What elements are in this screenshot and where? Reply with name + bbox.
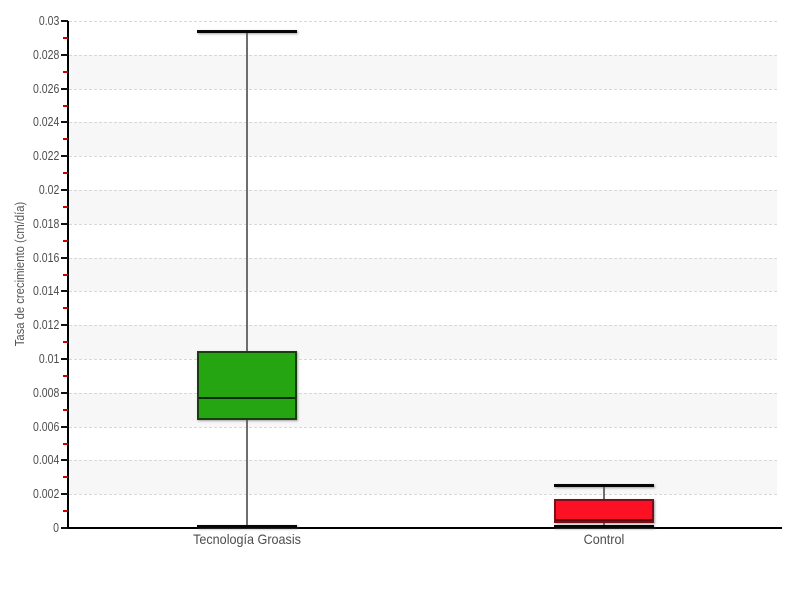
box [553, 499, 654, 523]
y-tick-label: 0.02 [38, 183, 59, 197]
plot-band [69, 190, 777, 224]
y-major-tick [61, 391, 68, 394]
y-minor-tick [63, 36, 68, 39]
y-minor-tick [63, 138, 68, 141]
y-tick-label: 0.03 [38, 14, 59, 28]
y-major-tick [61, 20, 68, 22]
y-tick-label: 0.006 [32, 419, 59, 434]
y-major-tick [61, 527, 68, 529]
y-major-tick [61, 222, 68, 225]
box [196, 350, 297, 420]
y-tick-label: 0.014 [32, 284, 59, 299]
y-major-tick [61, 87, 68, 90]
gridline [69, 224, 777, 225]
gridline [69, 460, 777, 461]
y-tick-label: 0.01 [38, 352, 59, 366]
x-axis-line [67, 527, 782, 529]
gridline [69, 427, 777, 428]
y-tick-label: 0.002 [32, 487, 59, 502]
y-major-tick [61, 256, 68, 259]
gridline [69, 55, 777, 56]
y-tick-label: 0.024 [32, 115, 59, 130]
y-major-tick [61, 459, 68, 462]
y-minor-tick [63, 172, 68, 175]
y-major-tick [61, 324, 68, 327]
y-tick-label: 0.004 [32, 453, 59, 468]
gridline [69, 359, 777, 360]
median-line [198, 396, 295, 399]
y-minor-tick [63, 341, 68, 344]
y-major-tick [61, 155, 68, 158]
plot-band [69, 122, 777, 157]
gridline [69, 89, 777, 90]
y-major-tick [61, 425, 68, 428]
y-minor-tick [63, 374, 68, 377]
whisker-cap-low [553, 524, 654, 528]
median-line [555, 518, 652, 521]
plot-band [69, 392, 777, 427]
y-minor-tick [63, 70, 68, 73]
gridline [69, 190, 777, 191]
gridline [69, 291, 777, 292]
y-minor-tick [63, 510, 68, 513]
y-tick-label: 0 [53, 521, 59, 535]
plot-band [69, 257, 777, 292]
y-axis-line [67, 21, 69, 528]
plot-band [69, 54, 777, 89]
y-minor-tick [63, 476, 68, 479]
whisker-cap-low [196, 524, 297, 528]
y-tick-label: 0.008 [32, 385, 59, 400]
y-tick-label: 0.028 [32, 47, 59, 62]
gridline [69, 325, 777, 326]
y-minor-tick [63, 307, 68, 310]
gridline [69, 156, 777, 157]
y-minor-tick [63, 442, 68, 445]
plot-band [69, 325, 777, 359]
y-axis-title: Tasa de crecimiento (cm/día) [13, 201, 27, 347]
y-major-tick [61, 53, 68, 56]
y-major-tick [61, 358, 68, 360]
y-tick-label: 0.016 [32, 250, 59, 265]
y-major-tick [61, 121, 68, 124]
gridline [69, 494, 777, 495]
whisker-line [245, 31, 248, 527]
y-tick-label: 0.012 [32, 318, 59, 333]
y-major-tick [61, 290, 68, 293]
y-minor-tick [63, 104, 68, 107]
gridline [69, 122, 777, 123]
y-minor-tick [63, 273, 68, 276]
gridline [69, 258, 777, 259]
gridline [69, 21, 777, 22]
plot-band [69, 460, 777, 495]
y-tick-label: 0.026 [32, 81, 59, 96]
y-tick-label: 0.018 [32, 216, 59, 231]
gridline [69, 393, 777, 394]
y-minor-tick [63, 239, 68, 242]
y-tick-label: 0.022 [32, 149, 59, 164]
y-minor-tick [63, 205, 68, 208]
y-major-tick [61, 493, 68, 496]
x-tick-label: Tecnología Groasis [192, 531, 301, 547]
whisker-cap-high [196, 29, 297, 33]
whisker-cap-high [553, 484, 654, 488]
y-major-tick [61, 189, 68, 191]
x-tick-label: Control [583, 531, 624, 547]
y-minor-tick [63, 408, 68, 411]
